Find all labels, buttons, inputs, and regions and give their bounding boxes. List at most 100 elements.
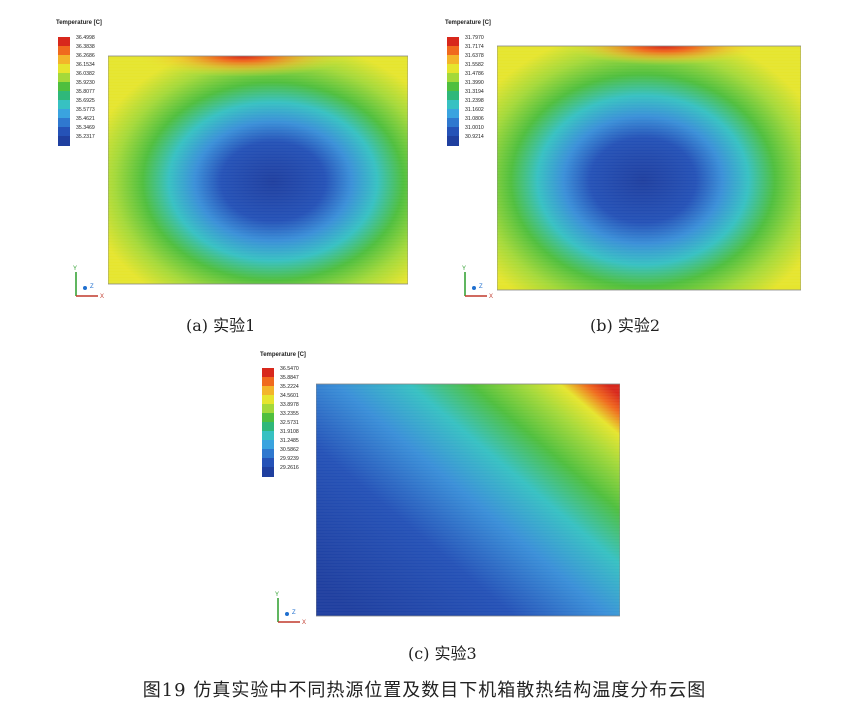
coordinate-axes: Y Z X: [73, 266, 104, 300]
legend-value: 36.3838: [76, 44, 95, 50]
legend-value: 35.3469: [76, 125, 95, 131]
legend-value: 31.4786: [465, 71, 484, 77]
legend-swatch: [58, 109, 70, 119]
axis-label-z: Z: [479, 284, 483, 290]
legend-swatch: [447, 82, 459, 92]
legend-swatch: [58, 91, 70, 101]
legend-swatch: [262, 440, 274, 450]
panel-experiment-1: Temperature [C] 36.4998 36.3838 36.2686 36.…: [0, 0, 430, 340]
legend-value: 29.9239: [280, 456, 299, 462]
legend-values: 36.5470 35.8847 35.2224 34.5601 33.8978 33.23…: [280, 366, 320, 478]
panel-caption: (b) 实验2: [590, 316, 660, 335]
legend-swatch: [262, 413, 274, 423]
temperature-contour-plot: [316, 383, 620, 617]
legend-swatch: [58, 118, 70, 128]
legend-values: 31.7970 31.7174 31.6378 31.5582 31.4786 31.39…: [465, 35, 505, 147]
legend-value: 29.2616: [280, 465, 299, 471]
legend-swatch: [447, 127, 459, 137]
panel-experiment-2: Temperature [C] 31.7970 31.7174 31.6378 31.…: [425, 0, 849, 340]
legend-value: 35.6925: [76, 98, 95, 104]
legend-title: Temperature [C]: [56, 20, 102, 26]
legend-value: 31.0806: [465, 116, 484, 122]
legend-swatch: [262, 422, 274, 432]
legend-value: 31.3990: [465, 80, 484, 86]
figure-caption: 图19 仿真实验中不同热源位置及数目下机箱散热结构温度分布云图: [142, 680, 707, 701]
legend-swatch: [58, 136, 70, 146]
legend-value: 31.3194: [465, 89, 484, 95]
color-legend: [447, 37, 459, 146]
legend-swatch: [447, 100, 459, 110]
legend-value: 35.8847: [280, 375, 299, 381]
legend-value: 35.8077: [76, 89, 95, 95]
panel-caption: (a) 实验1: [186, 316, 256, 335]
legend-swatch: [447, 91, 459, 101]
legend-swatch: [58, 127, 70, 137]
legend-value: 36.0382: [76, 71, 95, 77]
axis-label-x: X: [302, 620, 306, 626]
legend-value: 36.2686: [76, 53, 95, 59]
axis-label-y: Y: [462, 266, 466, 272]
legend-swatch: [262, 395, 274, 405]
legend-value: 31.2485: [280, 438, 299, 444]
legend-value: 35.9230: [76, 80, 95, 86]
legend-value: 31.7174: [465, 44, 484, 50]
legend-swatch: [58, 82, 70, 92]
legend-value: 30.5862: [280, 447, 299, 453]
legend-swatch: [262, 449, 274, 459]
legend-swatch: [58, 73, 70, 83]
legend-swatch: [262, 368, 274, 378]
axis-label-z: Z: [292, 610, 296, 616]
legend-title: Temperature [C]: [260, 352, 306, 358]
coordinate-axes: Y Z X: [275, 592, 306, 626]
axis-label-y: Y: [73, 266, 77, 272]
legend-swatch: [262, 377, 274, 387]
axis-label-x: X: [489, 294, 493, 300]
legend-value: 35.2224: [280, 384, 299, 390]
color-legend: [58, 37, 70, 146]
legend-value: 36.4998: [76, 35, 95, 41]
legend-swatch: [447, 73, 459, 83]
axis-label-y: Y: [275, 592, 279, 598]
legend-swatch: [447, 46, 459, 56]
legend-swatch: [262, 431, 274, 441]
legend-value: 35.2317: [76, 134, 95, 140]
legend-swatch: [447, 109, 459, 119]
legend-value: 33.8978: [280, 402, 299, 408]
legend-swatch: [447, 64, 459, 74]
legend-swatch: [58, 64, 70, 74]
legend-value: 34.5601: [280, 393, 299, 399]
legend-value: 30.9214: [465, 134, 484, 140]
legend-value: 31.7970: [465, 35, 484, 41]
legend-swatch: [58, 37, 70, 47]
legend-swatch: [447, 118, 459, 128]
color-legend: [262, 368, 274, 477]
legend-value: 31.6378: [465, 53, 484, 59]
legend-value: 33.2355: [280, 411, 299, 417]
legend-value: 32.5731: [280, 420, 299, 426]
legend-values: 36.4998 36.3838 36.2686 36.1534 36.0382 35.92…: [76, 35, 116, 147]
legend-swatch: [262, 467, 274, 477]
legend-swatch: [262, 458, 274, 468]
legend-value: 35.5773: [76, 107, 95, 113]
temperature-contour-plot: [108, 55, 408, 286]
legend-swatch: [58, 55, 70, 65]
legend-value: 31.1602: [465, 107, 484, 113]
legend-value: 31.5582: [465, 62, 484, 68]
legend-swatch: [262, 386, 274, 396]
axis-label-x: X: [100, 294, 104, 300]
legend-swatch: [58, 46, 70, 56]
legend-swatch: [447, 136, 459, 146]
legend-title: Temperature [C]: [445, 20, 491, 26]
panel-caption: (c) 实验3: [408, 644, 477, 663]
legend-value: 35.4621: [76, 116, 95, 122]
legend-value: 31.2398: [465, 98, 484, 104]
legend-value: 36.1534: [76, 62, 95, 68]
legend-value: 31.0010: [465, 125, 484, 131]
legend-value: 36.5470: [280, 366, 299, 372]
temperature-contour-plot: [497, 45, 801, 291]
coordinate-axes: Y Z X: [462, 266, 493, 300]
legend-value: 31.9108: [280, 429, 299, 435]
legend-swatch: [447, 55, 459, 65]
legend-swatch: [58, 100, 70, 110]
legend-swatch: [447, 37, 459, 47]
